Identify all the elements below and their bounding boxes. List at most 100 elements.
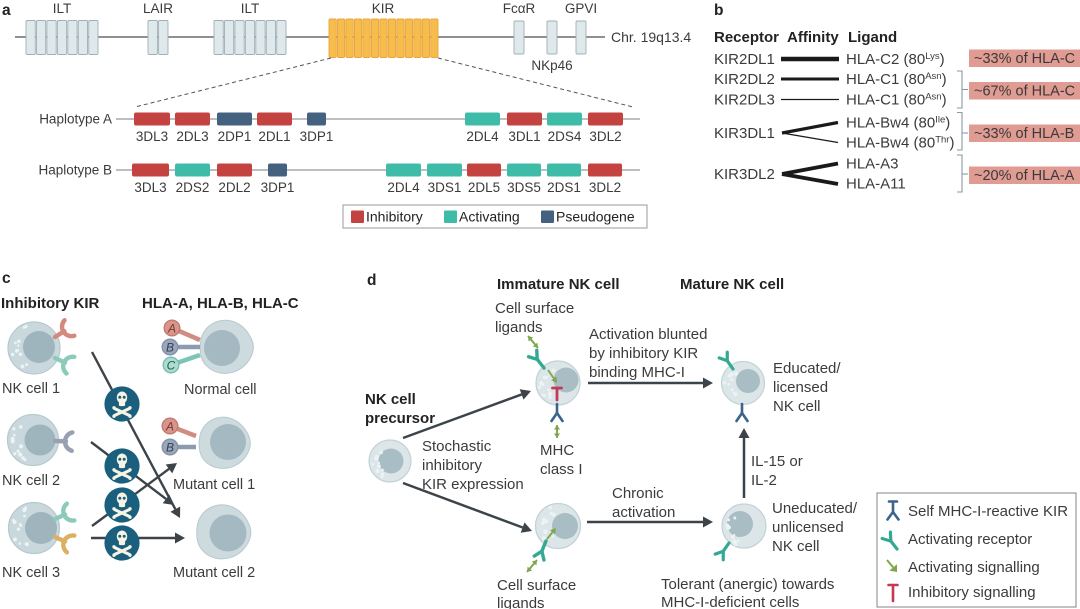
svg-text:3DS5: 3DS5 [507, 180, 541, 195]
svg-text:unlicensed: unlicensed [772, 519, 844, 536]
svg-text:ligands: ligands [495, 319, 543, 336]
svg-text:B: B [166, 341, 174, 355]
svg-text:NK cell: NK cell [365, 391, 416, 408]
svg-text:KIR: KIR [372, 1, 395, 16]
svg-text:A: A [167, 322, 176, 336]
svg-text:2DS4: 2DS4 [548, 129, 582, 144]
svg-text:Cell surface: Cell surface [497, 577, 576, 594]
svg-text:IL-2: IL-2 [751, 472, 777, 489]
svg-text:C: C [167, 359, 176, 373]
svg-text:MHC-I-deficient cells: MHC-I-deficient cells [661, 594, 799, 609]
svg-text:IL-15 or: IL-15 or [751, 453, 803, 470]
svg-text:KIR expression: KIR expression [422, 476, 524, 493]
svg-text:3DL3: 3DL3 [134, 180, 166, 195]
svg-text:d: d [367, 272, 376, 289]
svg-text:Immature NK cell: Immature NK cell [497, 276, 620, 293]
svg-text:3DS1: 3DS1 [428, 180, 462, 195]
svg-text:3DL1: 3DL1 [508, 129, 540, 144]
svg-text:3DL2: 3DL2 [589, 129, 621, 144]
svg-text:Activating: Activating [459, 209, 520, 225]
svg-text:Haplotype A: Haplotype A [39, 112, 112, 127]
svg-text:HLA-A, HLA-B, HLA-C: HLA-A, HLA-B, HLA-C [142, 295, 299, 312]
svg-text:Mutant cell 1: Mutant cell 1 [173, 477, 255, 493]
svg-text:KIR2DL3: KIR2DL3 [714, 92, 775, 109]
svg-text:NK cell 2: NK cell 2 [2, 473, 60, 489]
svg-text:Ligand: Ligand [848, 29, 897, 46]
svg-text:2DL4: 2DL4 [466, 129, 499, 144]
svg-text:HLA-Bw4 (80Thr): HLA-Bw4 (80Thr) [846, 135, 954, 152]
svg-text:HLA-C1 (80Asn): HLA-C1 (80Asn) [846, 92, 947, 109]
svg-text:~33% of HLA-C: ~33% of HLA-C [974, 51, 1075, 67]
svg-text:B: B [166, 441, 174, 455]
svg-text:~33% of HLA-B: ~33% of HLA-B [974, 126, 1074, 142]
svg-text:3DL2: 3DL2 [589, 180, 621, 195]
svg-text:2DL4: 2DL4 [387, 180, 420, 195]
svg-text:ligands: ligands [497, 595, 545, 609]
svg-text:~20% of HLA-A: ~20% of HLA-A [974, 168, 1075, 184]
svg-text:by inhibitory KIR: by inhibitory KIR [589, 345, 698, 362]
svg-text:Mutant cell 2: Mutant cell 2 [173, 565, 255, 581]
svg-text:Activation blunted: Activation blunted [589, 326, 707, 343]
svg-text:Mature NK cell: Mature NK cell [680, 276, 784, 293]
svg-text:2DP1: 2DP1 [218, 129, 252, 144]
svg-text:binding MHC-I: binding MHC-I [589, 364, 685, 381]
svg-text:Activating receptor: Activating receptor [908, 531, 1032, 548]
svg-text:Uneducated/: Uneducated/ [772, 500, 858, 517]
svg-text:2DL1: 2DL1 [258, 129, 290, 144]
svg-text:Activating signalling: Activating signalling [908, 559, 1040, 576]
svg-text:3DP1: 3DP1 [261, 180, 295, 195]
svg-text:A: A [165, 420, 174, 434]
svg-text:Haplotype B: Haplotype B [38, 163, 112, 178]
svg-text:HLA-C1 (80Asn): HLA-C1 (80Asn) [846, 71, 947, 88]
svg-text:Educated/: Educated/ [773, 360, 841, 377]
svg-text:b: b [714, 2, 723, 19]
svg-text:ILT: ILT [53, 1, 72, 16]
svg-text:Tolerant (anergic) towards: Tolerant (anergic) towards [661, 576, 834, 593]
svg-text:2DS1: 2DS1 [547, 180, 581, 195]
svg-text:Pseudogene: Pseudogene [556, 209, 635, 225]
svg-text:3DP1: 3DP1 [300, 129, 334, 144]
svg-text:class I: class I [540, 461, 583, 478]
svg-text:MHC: MHC [540, 442, 574, 459]
svg-text:Normal cell: Normal cell [184, 382, 257, 398]
svg-text:activation: activation [612, 504, 675, 521]
svg-text:3DL3: 3DL3 [136, 129, 168, 144]
svg-text:2DL5: 2DL5 [468, 180, 500, 195]
svg-text:Chronic: Chronic [612, 485, 664, 502]
svg-text:NK cell 3: NK cell 3 [2, 565, 60, 581]
svg-text:HLA-A3: HLA-A3 [846, 156, 899, 173]
svg-text:c: c [2, 270, 11, 287]
svg-text:KIR2DL2: KIR2DL2 [714, 71, 775, 88]
svg-text:KIR3DL2: KIR3DL2 [714, 166, 775, 183]
svg-text:2DL2: 2DL2 [218, 180, 250, 195]
svg-text:KIR2DL1: KIR2DL1 [714, 51, 775, 68]
svg-text:2DL3: 2DL3 [176, 129, 208, 144]
svg-text:GPVI: GPVI [565, 1, 597, 16]
svg-text:Stochastic: Stochastic [422, 438, 492, 455]
svg-text:Inhibitory KIR: Inhibitory KIR [1, 295, 99, 312]
svg-text:Self MHC-I-reactive KIR: Self MHC-I-reactive KIR [908, 503, 1068, 520]
svg-text:licensed: licensed [773, 379, 828, 396]
svg-text:HLA-Bw4 (80Ile): HLA-Bw4 (80Ile) [846, 115, 950, 132]
svg-text:inhibitory: inhibitory [422, 457, 483, 474]
svg-text:NK cell: NK cell [773, 398, 821, 415]
svg-text:HLA-A11: HLA-A11 [846, 176, 906, 193]
svg-text:Inhibitory signalling: Inhibitory signalling [908, 584, 1036, 601]
svg-text:Receptor: Receptor [714, 29, 779, 46]
svg-text:ILT: ILT [241, 1, 260, 16]
svg-text:Inhibitory: Inhibitory [366, 209, 423, 225]
svg-text:a: a [2, 2, 11, 19]
svg-text:NKp46: NKp46 [531, 58, 572, 73]
svg-text:FcαR: FcαR [503, 1, 536, 16]
svg-text:~67% of HLA-C: ~67% of HLA-C [974, 84, 1075, 100]
svg-text:Chr. 19q13.4: Chr. 19q13.4 [611, 29, 691, 45]
svg-text:NK cell 1: NK cell 1 [2, 381, 60, 397]
svg-text:2DS2: 2DS2 [176, 180, 210, 195]
svg-text:LAIR: LAIR [143, 1, 173, 16]
svg-text:precursor: precursor [365, 410, 435, 427]
svg-text:KIR3DL1: KIR3DL1 [714, 125, 775, 142]
svg-text:HLA-C2 (80Lys): HLA-C2 (80Lys) [846, 51, 945, 68]
svg-text:Cell surface: Cell surface [495, 300, 574, 317]
svg-text:NK cell: NK cell [772, 538, 820, 555]
svg-text:Affinity: Affinity [787, 29, 839, 46]
